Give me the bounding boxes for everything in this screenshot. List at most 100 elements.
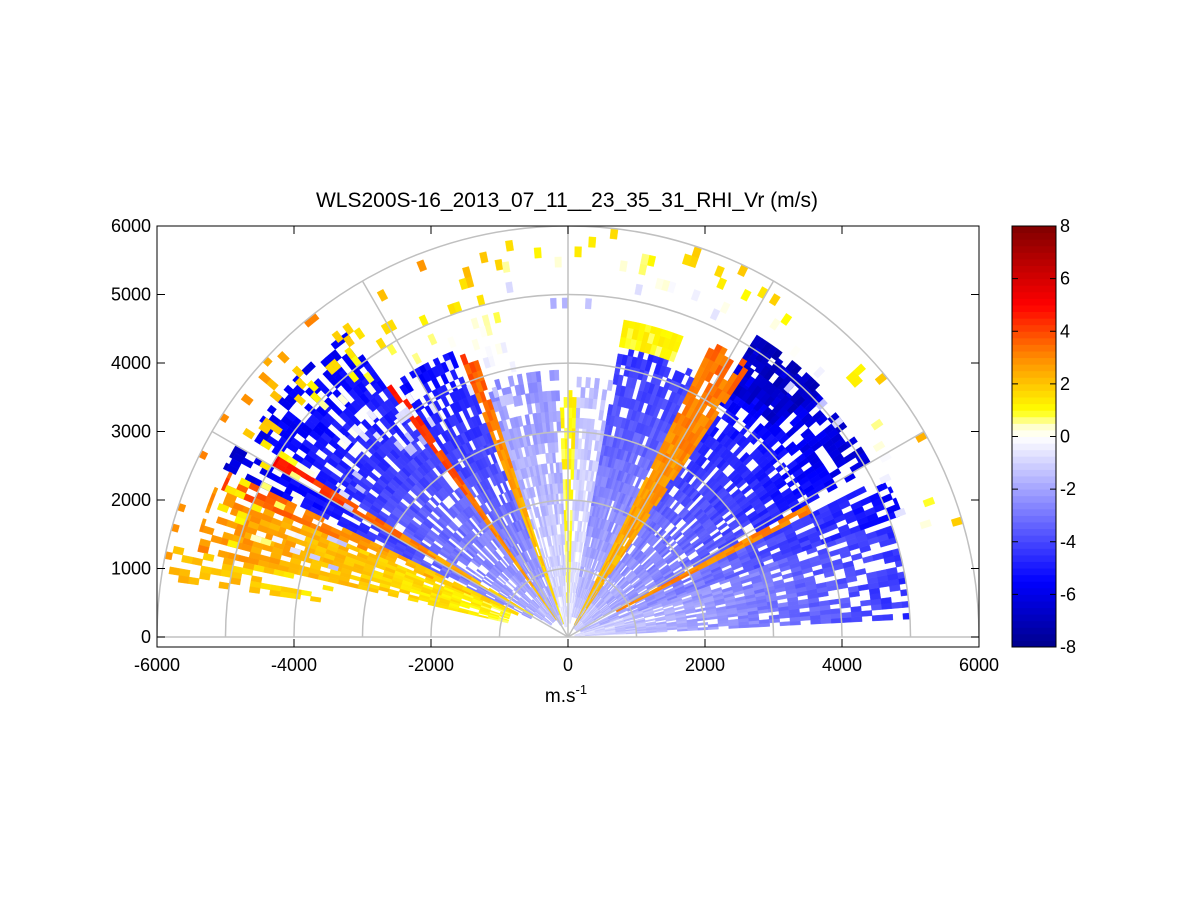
velocity-cell: [830, 608, 842, 615]
y-tick-label: 6000: [111, 216, 151, 236]
colorbar-band: [1012, 331, 1056, 339]
velocity-cell: [871, 614, 883, 622]
velocity-cell: [845, 436, 858, 448]
velocity-cell: [854, 485, 867, 497]
velocity-cell: [799, 372, 812, 385]
colorbar-band: [1012, 298, 1056, 306]
colorbar-band: [1012, 239, 1056, 247]
velocity-cell: [799, 611, 811, 617]
velocity-cell: [882, 614, 894, 621]
velocity-cell: [579, 459, 584, 471]
velocity-cell: [533, 247, 542, 259]
colorbar-tick-label: -2: [1060, 479, 1076, 499]
velocity-cell: [619, 260, 628, 272]
colorbar-band: [1012, 614, 1056, 622]
velocity-cell: [891, 601, 903, 609]
velocity-cell: [574, 489, 579, 501]
velocity-cell: [606, 379, 614, 392]
velocity-cell: [561, 448, 566, 460]
colorbar-band: [1012, 357, 1056, 365]
velocity-cell: [851, 616, 863, 623]
velocity-cell: [571, 397, 577, 408]
velocity-cell: [580, 387, 586, 399]
colorbar-band: [1012, 285, 1056, 293]
velocity-cell: [574, 246, 582, 258]
velocity-cell: [571, 438, 576, 449]
velocity-cell: [784, 441, 797, 453]
colorbar-band: [1012, 265, 1056, 273]
x-tick-label: 6000: [959, 655, 999, 675]
velocity-cell: [572, 499, 576, 511]
velocity-cell: [575, 407, 581, 419]
velocity-cell: [753, 422, 765, 435]
x-axis-label: m.s-1: [545, 682, 587, 707]
colorbar-band: [1012, 429, 1056, 437]
colorbar-band: [1012, 489, 1056, 497]
velocity-cell: [549, 369, 555, 382]
velocity-cell: [570, 468, 575, 480]
colorbar-tick-label: 6: [1060, 269, 1070, 289]
velocity-cell: [554, 256, 562, 268]
colorbar-band: [1012, 587, 1056, 595]
velocity-cell: [852, 446, 865, 458]
x-tick-label: -2000: [408, 655, 454, 675]
velocity-cell: [887, 486, 894, 494]
colorbar-band: [1012, 364, 1056, 372]
velocity-cell: [711, 587, 723, 594]
colorbar-band: [1012, 640, 1056, 648]
colorbar-band: [1012, 423, 1056, 431]
velocity-cell: [553, 369, 560, 381]
y-tick-label: 1000: [111, 559, 151, 579]
colorbar-band: [1012, 482, 1056, 490]
velocity-cell: [615, 353, 624, 365]
velocity-cell: [609, 228, 619, 240]
colorbar-band: [1012, 252, 1056, 260]
y-tick-label: 0: [141, 627, 151, 647]
velocity-cell: [556, 421, 562, 433]
velocity-cell: [569, 520, 573, 532]
velocity-cell: [584, 298, 592, 310]
velocity-cell: [830, 617, 842, 624]
y-tick-label: 3000: [111, 422, 151, 442]
colorbar-band: [1012, 304, 1056, 313]
colorbar-band: [1012, 581, 1056, 589]
velocity-cell: [571, 427, 576, 439]
y-tick-label: 4000: [111, 353, 151, 373]
colorbar-band: [1012, 522, 1056, 530]
velocity-cell: [727, 372, 739, 385]
colorbar-band: [1012, 410, 1056, 418]
colorbar-band: [1012, 515, 1056, 523]
colorbar-band: [1012, 390, 1056, 398]
x-tick-label: 0: [563, 655, 573, 675]
colorbar-band: [1012, 554, 1056, 562]
velocity-cell: [560, 492, 564, 504]
colorbar-band: [1012, 416, 1056, 424]
colorbar-band: [1012, 574, 1056, 582]
x-tick-label: -6000: [134, 655, 180, 675]
velocity-cell: [593, 377, 600, 390]
colorbar-band: [1012, 607, 1056, 615]
velocity-cell: [575, 397, 581, 409]
velocity-cell: [854, 568, 867, 577]
colorbar-band: [1012, 278, 1056, 286]
velocity-cell: [576, 376, 582, 388]
colorbar-band: [1012, 568, 1056, 576]
velocity-cell: [561, 513, 565, 525]
x-tick-label: -4000: [271, 655, 317, 675]
colorbar-band: [1012, 443, 1056, 451]
colorbar-band: [1012, 528, 1056, 536]
colorbar-band: [1012, 383, 1056, 391]
colorbar-band: [1012, 344, 1056, 352]
velocity-cell: [559, 407, 565, 419]
velocity-cell: [841, 616, 853, 623]
velocity-cell: [738, 357, 748, 368]
colorbar-band: [1012, 627, 1056, 635]
colorbar-band: [1012, 508, 1056, 516]
velocity-cell: [779, 621, 791, 627]
y-tick-label: 5000: [111, 285, 151, 305]
colorbar-band: [1012, 594, 1056, 602]
velocity-cell: [588, 236, 597, 248]
colorbar-band: [1012, 495, 1056, 503]
